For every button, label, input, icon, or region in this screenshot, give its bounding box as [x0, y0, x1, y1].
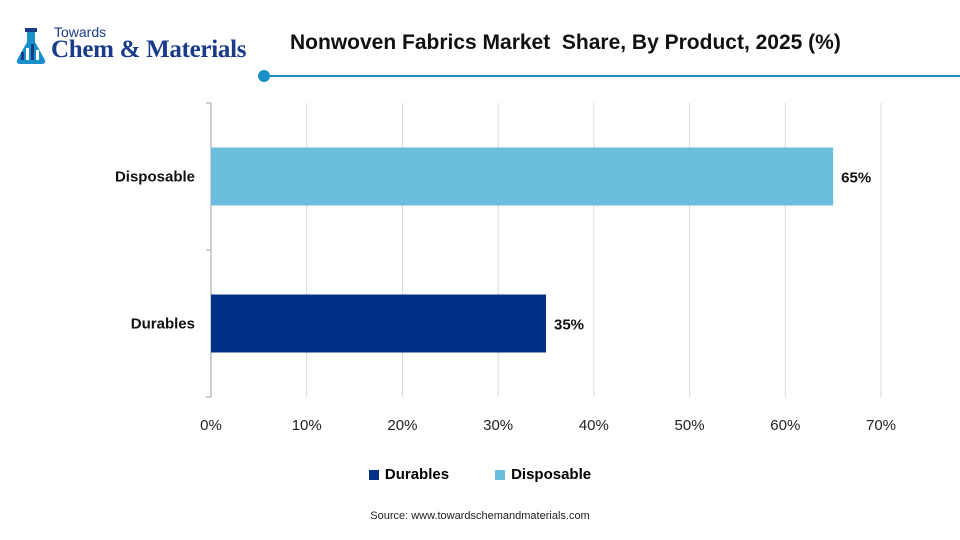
header-divider — [265, 75, 960, 77]
logo: Towards Chem & Materials — [14, 20, 254, 70]
source-text: Source: www.towardschemandmaterials.com — [370, 510, 590, 522]
category-label: Disposable — [115, 169, 195, 186]
legend-swatch-disposable — [495, 469, 506, 480]
bar-durables — [211, 294, 546, 353]
logo-top-text: Towards — [54, 24, 107, 40]
x-tick-label: 30% — [483, 417, 513, 434]
data-label: 35% — [554, 317, 584, 334]
legend-item-durables: Durables — [368, 466, 450, 483]
data-label: 65% — [841, 170, 871, 187]
x-tick-label: 60% — [770, 417, 800, 434]
x-tick-label: 50% — [675, 417, 705, 434]
legend-label-durables: Durables — [384, 466, 450, 483]
logo-main-text: Chem & Materials — [51, 36, 247, 63]
legend-label-disposable: Disposable — [511, 466, 592, 483]
bar-disposable — [211, 147, 834, 206]
flask-icon — [16, 28, 46, 64]
category-label: Durables — [131, 316, 195, 333]
header-dot — [258, 70, 270, 82]
x-tick-label: 20% — [387, 417, 417, 434]
chart-title: Nonwoven Fabrics Market Share, By Produc… — [290, 31, 841, 54]
legend-swatch-durables — [368, 469, 379, 480]
x-tick-label: 10% — [292, 417, 322, 434]
x-tick-label: 40% — [579, 417, 609, 434]
legend: Durables Disposable — [0, 466, 960, 483]
legend-item-disposable: Disposable — [495, 466, 591, 483]
x-tick-label: 0% — [200, 417, 222, 434]
x-tick-label: 70% — [866, 417, 896, 434]
bar-chart: 0% 10% 20% 30% 40% 50% 60% 70% Disposable 65% Dura… — [115, 102, 896, 434]
